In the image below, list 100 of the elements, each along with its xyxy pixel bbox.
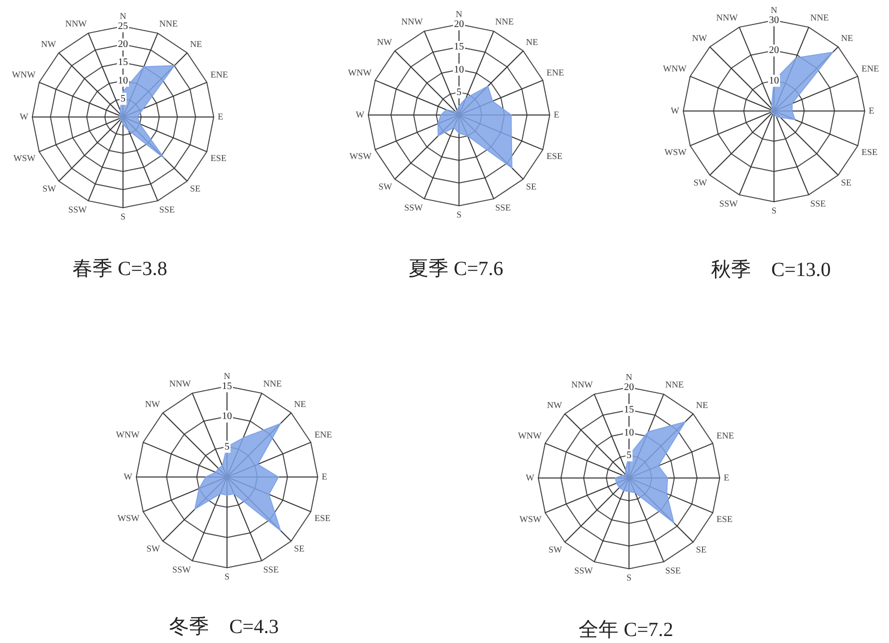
spoke-label: SSE — [495, 202, 512, 212]
spoke-label: SSW — [68, 204, 88, 214]
spoke-label: S — [771, 205, 777, 216]
spoke-label: NE — [294, 398, 306, 409]
spoke-label: N — [120, 11, 127, 22]
spoke-label: SSW — [172, 564, 192, 574]
spoke-label: W — [670, 105, 680, 116]
spoke-label: SW — [548, 544, 563, 555]
spoke-label: S — [456, 209, 462, 220]
spoke-label: NNW — [169, 378, 192, 388]
spoke-label: N — [224, 371, 231, 382]
spoke-label: W — [124, 471, 133, 482]
spoke-label: NE — [190, 38, 202, 49]
spoke-label: SSE — [159, 204, 176, 214]
spoke-label: N — [456, 9, 463, 20]
spoke-label: WSW — [349, 151, 372, 162]
spoke-label: SE — [526, 182, 537, 192]
text: 春季 C=3.8 — [72, 257, 168, 282]
y-tick-label: 15 — [454, 42, 464, 53]
spoke-label: N — [626, 372, 633, 382]
spoke-label: E — [554, 109, 560, 120]
spoke-label: SSW — [404, 202, 424, 212]
spoke-label: W — [20, 111, 29, 122]
spoke-label: S — [626, 572, 632, 582]
spoke-label: E — [322, 471, 328, 482]
spoke-label: NNE — [159, 18, 178, 28]
text: 全年 C=7.2 — [578, 618, 674, 643]
spoke-label: NW — [377, 36, 393, 47]
y-tick-label: 20 — [769, 45, 779, 56]
spoke-label: W — [526, 472, 535, 482]
spoke-label: NNE — [495, 16, 514, 26]
y-tick-label: 10 — [769, 75, 779, 86]
spoke-label: NNW — [716, 12, 738, 22]
y-tick-label: 10 — [624, 427, 634, 438]
spoke-label: SE — [190, 184, 201, 194]
spoke-label: S — [120, 211, 126, 222]
text: 夏季 C=7.6 — [408, 257, 504, 282]
text: 冬季 C=4.3 — [168, 615, 280, 640]
spoke-label: SW — [146, 544, 161, 554]
spoke-label: E — [218, 111, 224, 122]
y-tick-label: 25 — [118, 20, 128, 32]
spoke-label: ENE — [716, 430, 735, 441]
spoke-label: NE — [696, 400, 708, 410]
spoke-label: NW — [145, 398, 161, 409]
spoke-label: ENE — [862, 64, 880, 74]
spoke-label: N — [770, 5, 778, 16]
spoke-label: ESE — [716, 514, 734, 524]
y-tick-label: 20 — [118, 39, 128, 50]
spoke-label: WNW — [662, 64, 687, 74]
spoke-label: ESE — [862, 147, 878, 158]
text: 秋季 C=13.0 — [710, 258, 832, 283]
y-tick-label: 10 — [222, 411, 232, 422]
y-tick-label: 30 — [769, 14, 779, 26]
spoke-label: SW — [694, 178, 708, 188]
spoke-label: E — [868, 105, 875, 116]
y-tick-label: 20 — [454, 18, 464, 30]
y-tick-label: 15 — [222, 380, 232, 392]
spoke-label: WNW — [518, 430, 542, 441]
spoke-label: SE — [294, 544, 305, 554]
spoke-label: E — [724, 472, 730, 482]
spoke-label: WSW — [13, 153, 36, 164]
spoke-label: SSW — [574, 565, 594, 576]
spoke-label: SSE — [665, 565, 682, 576]
spoke-label: WSW — [664, 147, 687, 158]
spoke-label: NNW — [65, 18, 88, 28]
y-tick-label: 5 — [626, 450, 632, 461]
spoke-label: SW — [378, 182, 393, 192]
spoke-label: SE — [840, 178, 852, 188]
spoke-label: NW — [692, 32, 708, 43]
y-tick-label: 15 — [624, 404, 634, 416]
spoke-label: SW — [42, 184, 57, 194]
spoke-label: SSW — [719, 198, 738, 208]
spoke-label: NW — [41, 38, 57, 49]
spoke-label: WSW — [519, 514, 542, 524]
y-tick-label: 5 — [224, 441, 230, 452]
spoke-label: NNE — [263, 378, 282, 388]
spoke-label: NNW — [401, 16, 424, 26]
spoke-label: ENE — [546, 68, 565, 78]
spoke-label: NNE — [665, 379, 684, 390]
spoke-label: S — [224, 571, 230, 582]
y-tick-label: 10 — [454, 64, 464, 76]
spoke-label: SE — [696, 544, 707, 555]
spoke-label: SSE — [810, 198, 826, 208]
spoke-label: ESE — [314, 513, 332, 524]
spoke-label: NE — [840, 32, 854, 43]
spoke-label: WNW — [12, 70, 36, 80]
spoke-label: ENE — [314, 430, 333, 440]
y-tick-label: 5 — [120, 93, 126, 104]
spoke-label: WNW — [116, 430, 140, 440]
spoke-label: NE — [526, 36, 538, 47]
spoke-label: ESE — [210, 153, 228, 164]
spoke-label: SSE — [263, 564, 280, 574]
spoke-label: WNW — [348, 68, 372, 78]
y-tick-label: 20 — [624, 382, 634, 393]
spoke-label: ENE — [210, 70, 229, 80]
y-tick-label: 5 — [456, 86, 462, 98]
spoke-label: W — [356, 109, 365, 120]
spoke-label: NNE — [810, 12, 830, 22]
y-tick-label: 15 — [118, 57, 128, 68]
spoke-label: WSW — [117, 513, 140, 524]
